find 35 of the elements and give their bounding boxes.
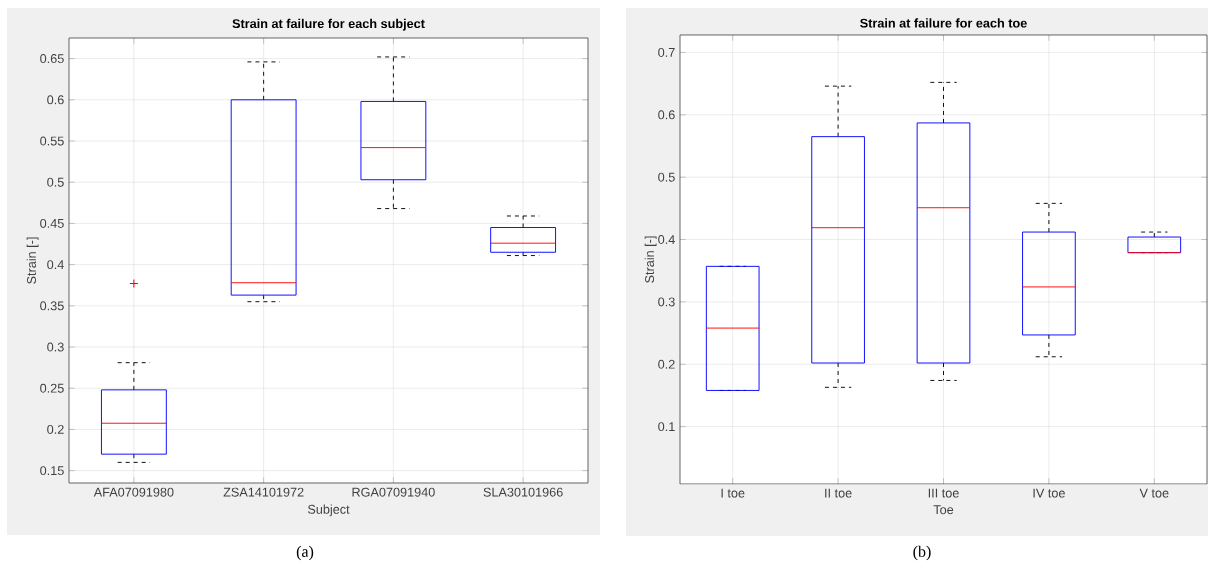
y-tick-label: 0.4 [47, 260, 64, 270]
x-tick-label: AFA07091980 [93, 487, 174, 497]
x-tick-label: RGA07091940 [352, 487, 435, 497]
y-tick-label: 0.3 [47, 342, 64, 352]
y-tick-label: 0.7 [658, 47, 675, 57]
y-tick-label: 0.65 [40, 54, 64, 64]
y-tick-label: 0.5 [658, 172, 675, 182]
x-axis-title: Subject [307, 504, 350, 517]
y-tick-label: 0.5 [47, 177, 64, 187]
y-tick-label: 0.25 [40, 383, 64, 393]
y-tick-label: 0.45 [40, 218, 64, 228]
x-tick-label: ZSA14101972 [223, 487, 304, 497]
x-tick-label: III toe [928, 488, 959, 498]
chart-title: Strain at failure for each toe [860, 18, 1027, 28]
y-tick-label: 0.55 [40, 136, 64, 146]
x-tick-label: II toe [825, 488, 852, 498]
y-tick-label: 0.2 [658, 359, 675, 369]
y-tick-label: 0.6 [47, 95, 64, 105]
chart-title: Strain at failure for each subject [232, 18, 425, 31]
y-tick-label: 0.3 [658, 297, 675, 307]
x-tick-label: V toe [1139, 488, 1169, 498]
y-tick-label: 0.2 [47, 424, 64, 434]
y-tick-label: 0.6 [658, 110, 675, 120]
y-tick-label: 0.4 [658, 235, 675, 245]
x-tick-label: I toe [721, 488, 745, 498]
x-tick-label: IV toe [1033, 488, 1065, 498]
x-axis-title: Toe [933, 505, 954, 515]
y-tick-label: 0.15 [40, 466, 64, 476]
x-tick-label: SLA30101966 [483, 487, 563, 497]
y-axis-title: Strain [-] [26, 237, 39, 284]
text: (a) [296, 545, 314, 561]
y-axis-title: Strain [-] [644, 236, 657, 283]
y-tick-label: 0.1 [658, 422, 675, 432]
y-tick-label: 0.35 [40, 301, 64, 311]
text: (b) [913, 545, 931, 561]
